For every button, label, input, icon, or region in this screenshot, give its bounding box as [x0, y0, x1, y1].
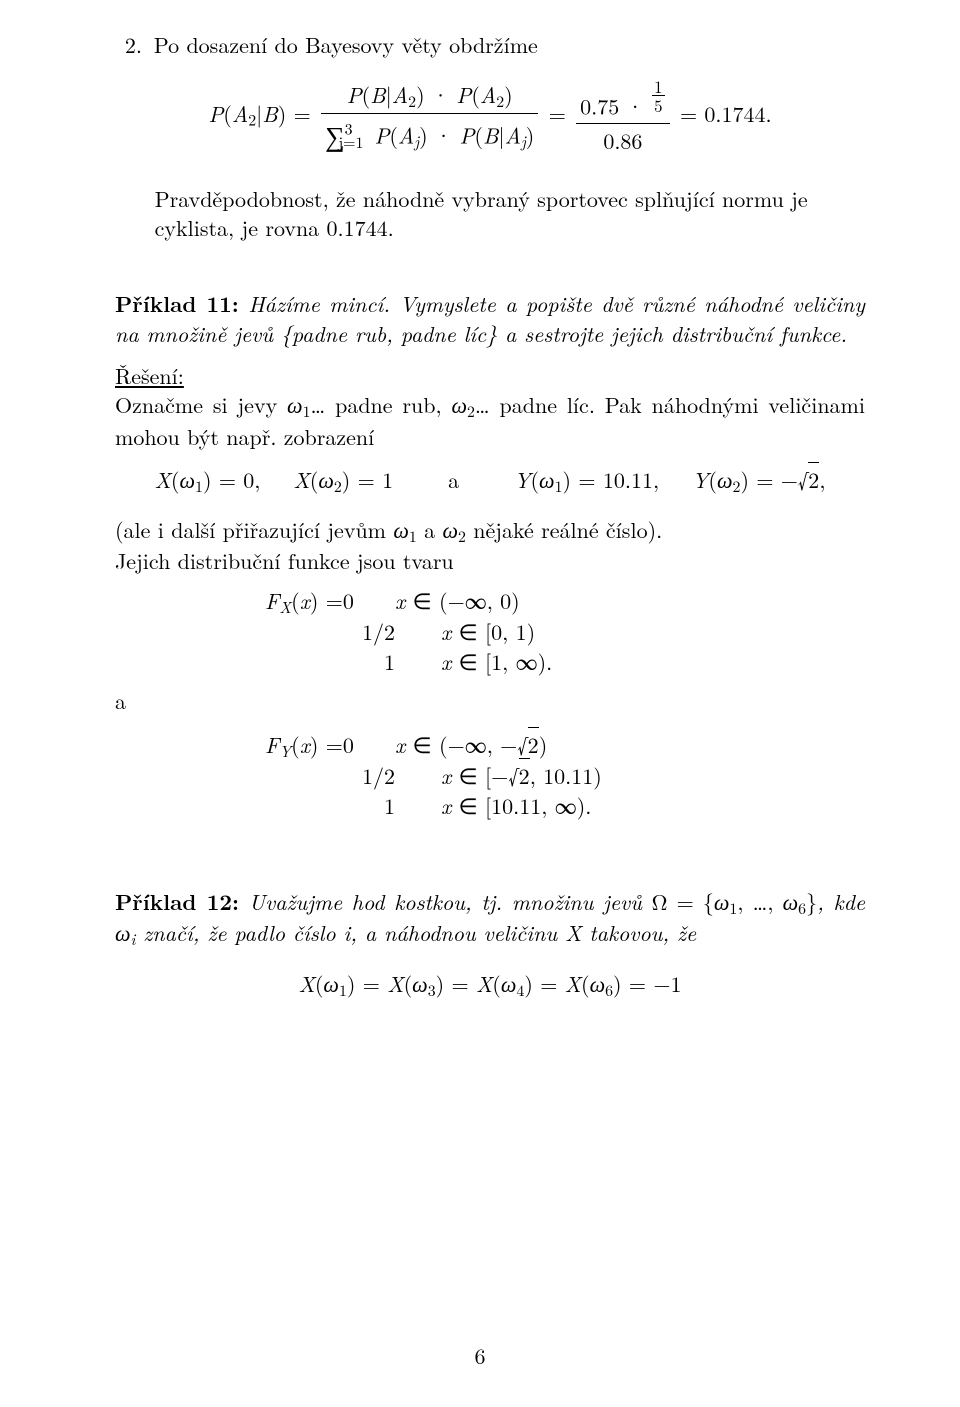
a-separator: a: [115, 686, 865, 716]
example-12-text: Uvažujme hod kostkou, tj. množinu jevů: [239, 886, 652, 917]
mid-num-a: 0.75 ·: [580, 90, 651, 121]
comma: ,: [819, 464, 825, 495]
fy-F: F: [265, 729, 279, 760]
sqrt-2b: 2: [528, 727, 539, 760]
fy-distribution: FY(x) =0 x ∈ (−∞, −2) 1/2 x ∈ [−2, 10.11…: [265, 730, 865, 821]
mid-den: 0.86: [576, 124, 669, 156]
fx-l2: 1/2: [265, 617, 413, 647]
item-text: Po dosazení do Bayesovy věty obdržíme: [149, 29, 537, 60]
paren-1: ): [539, 729, 548, 760]
fx-arg: (x) =0: [291, 585, 354, 616]
item-marker: 2.: [125, 29, 142, 60]
example-11-label: Příklad 11:: [115, 288, 239, 319]
ale-line: (ale i další přiřazující jevům ω1 a ω2 n…: [115, 515, 865, 576]
equals-1: =: [549, 97, 573, 128]
fx-F: F: [265, 585, 279, 616]
sum-lower: j=1: [338, 130, 363, 153]
fy-arg: (x) =0: [291, 729, 354, 760]
frac-bot: 5: [652, 96, 665, 115]
equals-2: = 0.1744.: [680, 97, 772, 128]
fx-distribution: FX(x) =0 x ∈ (−∞, 0) 1/2 x ∈ [0, 1) 1 x …: [265, 586, 865, 677]
solution-heading: Řešení:: [115, 361, 865, 391]
ex12-equation: X(ω1) = X(ω3) = X(ω4) = X(ω6) = −1: [115, 969, 865, 1000]
oznacme-line: Označme si jevy ω1… padne rub, ω2… padne…: [115, 390, 865, 451]
page-number: 6: [0, 1341, 960, 1371]
fy-sub: Y: [279, 739, 291, 762]
sqrt-2: 2: [808, 462, 819, 495]
solution-label: Řešení:: [115, 360, 184, 391]
sqrt-2c: 2: [519, 758, 530, 791]
fy-r2-tail: , 10.11): [530, 760, 602, 791]
xy-mapping: X(ω1) = 0, X(ω2) = 1 a Y(ω1) = 10.11, Y(…: [115, 465, 865, 496]
fy-l3: 1: [265, 791, 413, 821]
conclusion-text: Pravděpodobnost, že náhodně vybraný spor…: [115, 184, 865, 243]
example-12-label: Příklad 12:: [115, 886, 239, 917]
list-item-2: 2. Po dosazení do Bayesovy věty obdržíme: [115, 30, 865, 60]
fy-l2: 1/2: [265, 761, 413, 791]
fx-sub: X: [279, 595, 291, 618]
example-12: Příklad 12: Uvažujme hod kostkou, tj. mn…: [115, 887, 865, 950]
bayes-equation: P(A2|B) = P(B|A2) · P(A2) ∑3j=1 P(Aj) · …: [115, 78, 865, 156]
example-11: Příklad 11: Házíme mincí. Vymyslete a po…: [115, 289, 865, 348]
fx-l3: 1: [265, 647, 413, 677]
